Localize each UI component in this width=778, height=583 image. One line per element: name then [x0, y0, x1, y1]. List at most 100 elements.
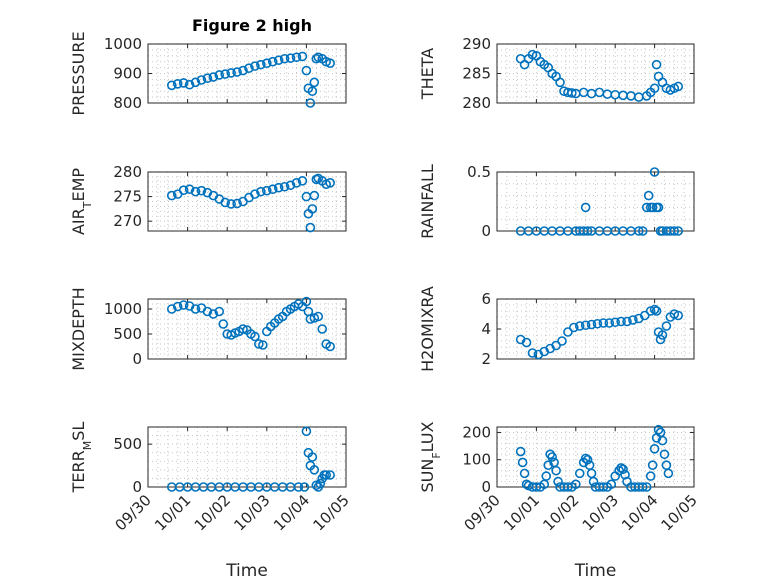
data-point: [301, 65, 312, 76]
y-tick-label: 1000: [104, 35, 142, 53]
data-point: [184, 79, 195, 90]
data-point: [649, 83, 660, 94]
data-point: [325, 58, 335, 68]
data-point: [574, 468, 585, 479]
data-point: [172, 301, 183, 312]
x-tick-label: 10/05: [310, 491, 353, 534]
data-point: [606, 479, 617, 490]
data-point: [616, 316, 626, 327]
data-point: [649, 304, 660, 315]
data-point: [166, 80, 177, 91]
data-point: [309, 77, 320, 88]
data-point: [291, 52, 302, 63]
data-point: [586, 88, 597, 99]
data-point: [309, 465, 320, 475]
data-point: [178, 78, 189, 88]
data-point: [307, 204, 318, 214]
data-point: [567, 88, 577, 98]
y-tick-label: 0: [132, 350, 142, 368]
x-tick-label: 10/03: [579, 491, 622, 534]
data-point: [580, 320, 591, 331]
y-tick-label: 500: [113, 435, 142, 453]
y-tick-label: 0: [481, 478, 491, 496]
data-point: [517, 457, 528, 468]
data-point: [580, 202, 591, 213]
axes-box: [147, 298, 347, 360]
data-point: [273, 55, 284, 66]
data-point: [543, 460, 554, 470]
data-point: [588, 476, 599, 487]
x-axis-label: Time: [225, 561, 268, 581]
data-point: [574, 321, 585, 331]
y-tick-label: 200: [462, 423, 491, 441]
data-point: [172, 79, 183, 89]
data-point: [557, 336, 567, 346]
data-point: [238, 65, 248, 76]
data-point: [653, 202, 664, 213]
y-tick-label: 0: [132, 478, 142, 496]
data-point: [649, 167, 660, 177]
y-tick-label: 500: [113, 325, 142, 343]
data-point: [307, 452, 318, 462]
data-point: [555, 77, 565, 88]
data-point: [190, 186, 201, 197]
subplot-top-right: 280 285 290 THETA: [418, 35, 695, 112]
data-point: [256, 186, 266, 197]
data-point: [616, 463, 626, 473]
data-point: [527, 49, 538, 60]
x-tick-label: 10/05: [658, 491, 701, 534]
data-point: [521, 337, 532, 348]
data-point: [551, 465, 561, 476]
data-point: [232, 67, 242, 77]
data-point: [647, 460, 658, 470]
y-axis-label: SUNFLUX: [418, 421, 443, 492]
data-point: [673, 81, 684, 92]
data-point: [580, 453, 591, 464]
x-axis-label: Time: [574, 561, 617, 581]
data-point: [279, 181, 290, 192]
data-point: [651, 306, 662, 316]
data-point: [305, 98, 316, 108]
data-point: [220, 69, 231, 79]
data-point: [661, 321, 672, 331]
data-point: [618, 464, 628, 475]
x-tick-label: 10/02: [191, 491, 234, 534]
data-point: [250, 189, 260, 199]
data-point: [586, 468, 597, 479]
data-point: [285, 180, 296, 191]
data-point: [655, 334, 666, 345]
data-point: [657, 330, 668, 340]
data-point: [317, 324, 328, 334]
y-tick-label: 0.5: [467, 163, 491, 181]
data-point: [305, 222, 316, 233]
data-point: [202, 306, 213, 317]
data-point: [602, 89, 613, 99]
data-point: [313, 311, 324, 322]
data-point: [541, 471, 552, 481]
y-tick-label: 100: [462, 451, 491, 469]
data-point: [184, 184, 195, 195]
data-point: [637, 226, 648, 236]
data-point: [641, 482, 652, 492]
y-tick-label: 0: [481, 222, 491, 240]
y-axis-label: RAINFALL: [418, 164, 437, 239]
data-point: [226, 199, 236, 209]
data-point: [293, 482, 304, 492]
data-point: [673, 310, 684, 321]
data-point: [256, 59, 266, 70]
data-point: [315, 478, 326, 489]
data-point: [604, 318, 615, 328]
data-point: [657, 435, 668, 446]
y-tick-label: 2: [481, 350, 491, 368]
data-point: [649, 444, 660, 454]
y-tick-label: 800: [113, 94, 142, 112]
data-point: [582, 226, 593, 236]
y-tick-label: 270: [113, 212, 142, 230]
data-point: [297, 51, 308, 62]
data-point: [218, 319, 229, 329]
data-point: [610, 317, 621, 328]
y-tick-label: 1000: [104, 300, 142, 318]
data-point: [267, 56, 278, 67]
data-point: [226, 68, 236, 78]
